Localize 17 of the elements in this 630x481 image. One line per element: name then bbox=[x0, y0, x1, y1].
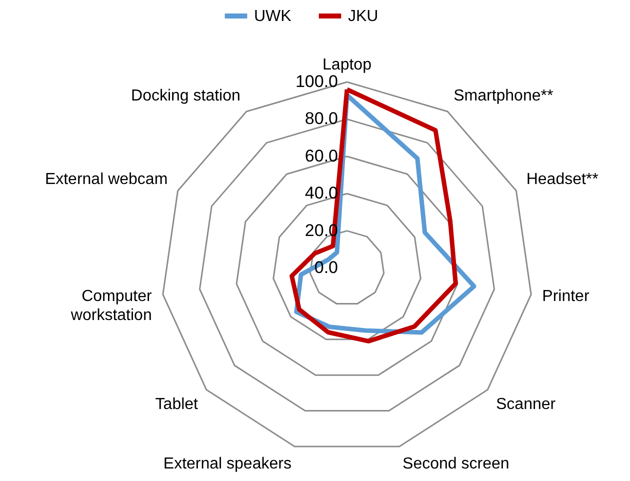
spoke-label: Scanner bbox=[496, 396, 556, 413]
spoke-label: Headset** bbox=[526, 170, 598, 188]
y-tick-label: 0.0 bbox=[314, 258, 338, 277]
y-tick-label: 100.0 bbox=[295, 72, 338, 91]
spoke-label: Computer workstation bbox=[70, 288, 153, 324]
spoke-label: Second screen bbox=[402, 455, 510, 472]
spoke-label: External webcam bbox=[44, 170, 168, 188]
spoke-label: Printer bbox=[542, 288, 590, 305]
legend-label: UWK bbox=[254, 8, 292, 25]
legend-label: JKU bbox=[348, 8, 378, 25]
y-tick-label: 60.0 bbox=[304, 146, 338, 166]
spoke-label: Docking station bbox=[131, 88, 240, 105]
y-tick-label: 80.0 bbox=[304, 109, 338, 128]
spoke-label: Smartphone** bbox=[454, 88, 554, 105]
spoke-label: External speakers bbox=[163, 455, 292, 472]
spoke-label: Tablet bbox=[155, 396, 199, 413]
spoke-label: Laptop bbox=[322, 56, 372, 74]
